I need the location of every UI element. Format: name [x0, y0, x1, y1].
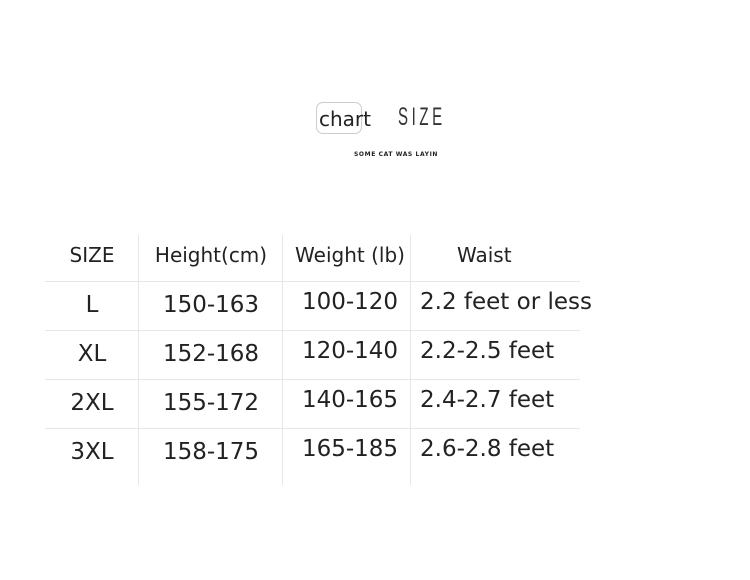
table-cell: 2.6-2.8 feet [420, 436, 555, 462]
table-cell: 150-163 [162, 292, 260, 318]
row-divider [45, 281, 580, 282]
table-cell: 152-168 [162, 341, 260, 367]
row-divider [45, 379, 580, 380]
row-divider [45, 428, 580, 429]
table-cell: 165-185 [301, 436, 399, 462]
logo-size-title: SIZE [398, 103, 446, 131]
table-cell: 155-172 [162, 390, 260, 416]
table-cell: L [85, 292, 99, 318]
logo-chart-word: chart [316, 102, 371, 134]
table-cell: 158-175 [162, 439, 260, 465]
table-cell: 2.2 feet or less [420, 289, 592, 315]
column-header: Weight (lb) [295, 243, 405, 267]
table-cell: 140-165 [301, 387, 399, 413]
column-header: Waist [457, 243, 512, 267]
column-divider [410, 235, 411, 485]
column-divider [282, 235, 283, 485]
table-cell: 2XL [70, 390, 114, 416]
table-cell: 2.2-2.5 feet [420, 338, 555, 364]
row-divider [45, 330, 580, 331]
table-cell: 120-140 [301, 338, 399, 364]
table-cell: 2.4-2.7 feet [420, 387, 555, 413]
table-cell: 3XL [70, 439, 114, 465]
column-divider [138, 235, 139, 485]
subtitle: SOME CAT WAS LAYIN [354, 151, 439, 158]
table-cell: XL [77, 341, 107, 367]
table-cell: 100-120 [301, 289, 399, 315]
column-header: SIZE [69, 243, 115, 267]
column-header: Height(cm) [154, 243, 268, 267]
